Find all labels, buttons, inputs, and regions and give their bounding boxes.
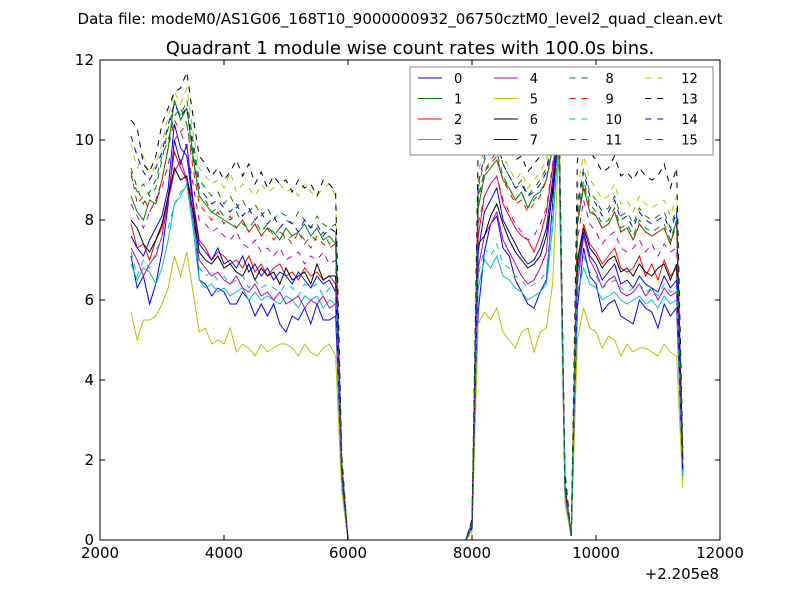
- chart-title: Quadrant 1 module wise count rates with …: [166, 38, 655, 59]
- legend-label-12: 12: [681, 72, 698, 87]
- x-tick-label: 4000: [205, 544, 243, 562]
- legend-label-3: 3: [454, 134, 462, 149]
- legend-label-6: 6: [530, 113, 538, 128]
- legend-label-10: 10: [606, 113, 623, 128]
- legend-label-14: 14: [681, 113, 698, 128]
- legend-label-15: 15: [681, 134, 698, 149]
- series-line-9: [130, 115, 684, 541]
- legend-label-8: 8: [606, 72, 614, 87]
- y-tick-label: 0: [84, 531, 94, 549]
- series-line-15: [130, 106, 684, 541]
- figure-suptitle: Data file: modeM0/AS1G06_168T10_90000009…: [78, 10, 723, 29]
- x-tick-label: 2000: [81, 544, 119, 562]
- series-line-4: [130, 131, 684, 541]
- y-tick-label: 10: [75, 131, 94, 149]
- x-tick-label: 6000: [329, 544, 367, 562]
- legend-label-9: 9: [606, 93, 614, 108]
- legend-box: [409, 66, 714, 156]
- legend-label-7: 7: [530, 134, 538, 149]
- legend-label-11: 11: [606, 134, 623, 149]
- series-line-14: [130, 102, 684, 541]
- series-line-10: [130, 135, 684, 541]
- series-line-12: [130, 86, 684, 541]
- y-tick-label: 8: [84, 211, 94, 229]
- series-line-0: [130, 127, 684, 541]
- legend-label-5: 5: [530, 93, 538, 108]
- series-line-3: [130, 139, 684, 541]
- x-tick-label: 8000: [453, 544, 491, 562]
- y-tick-label: 2: [84, 451, 94, 469]
- x-tick-label: 12000: [696, 544, 744, 562]
- y-tick-label: 6: [84, 291, 94, 309]
- series-line-2: [130, 123, 684, 541]
- legend-label-13: 13: [681, 93, 698, 108]
- x-tick-label: 10000: [572, 544, 620, 562]
- x-offset-label: +2.205e8: [645, 565, 719, 583]
- y-tick-label: 12: [75, 51, 94, 69]
- series-line-1: [130, 99, 684, 541]
- series-line-11: [130, 123, 684, 541]
- legend-label-0: 0: [454, 72, 462, 87]
- y-tick-label: 4: [84, 371, 94, 389]
- legend-label-1: 1: [454, 93, 462, 108]
- series-line-8: [130, 98, 684, 541]
- legend-label-4: 4: [530, 72, 538, 87]
- legend-label-2: 2: [454, 113, 462, 128]
